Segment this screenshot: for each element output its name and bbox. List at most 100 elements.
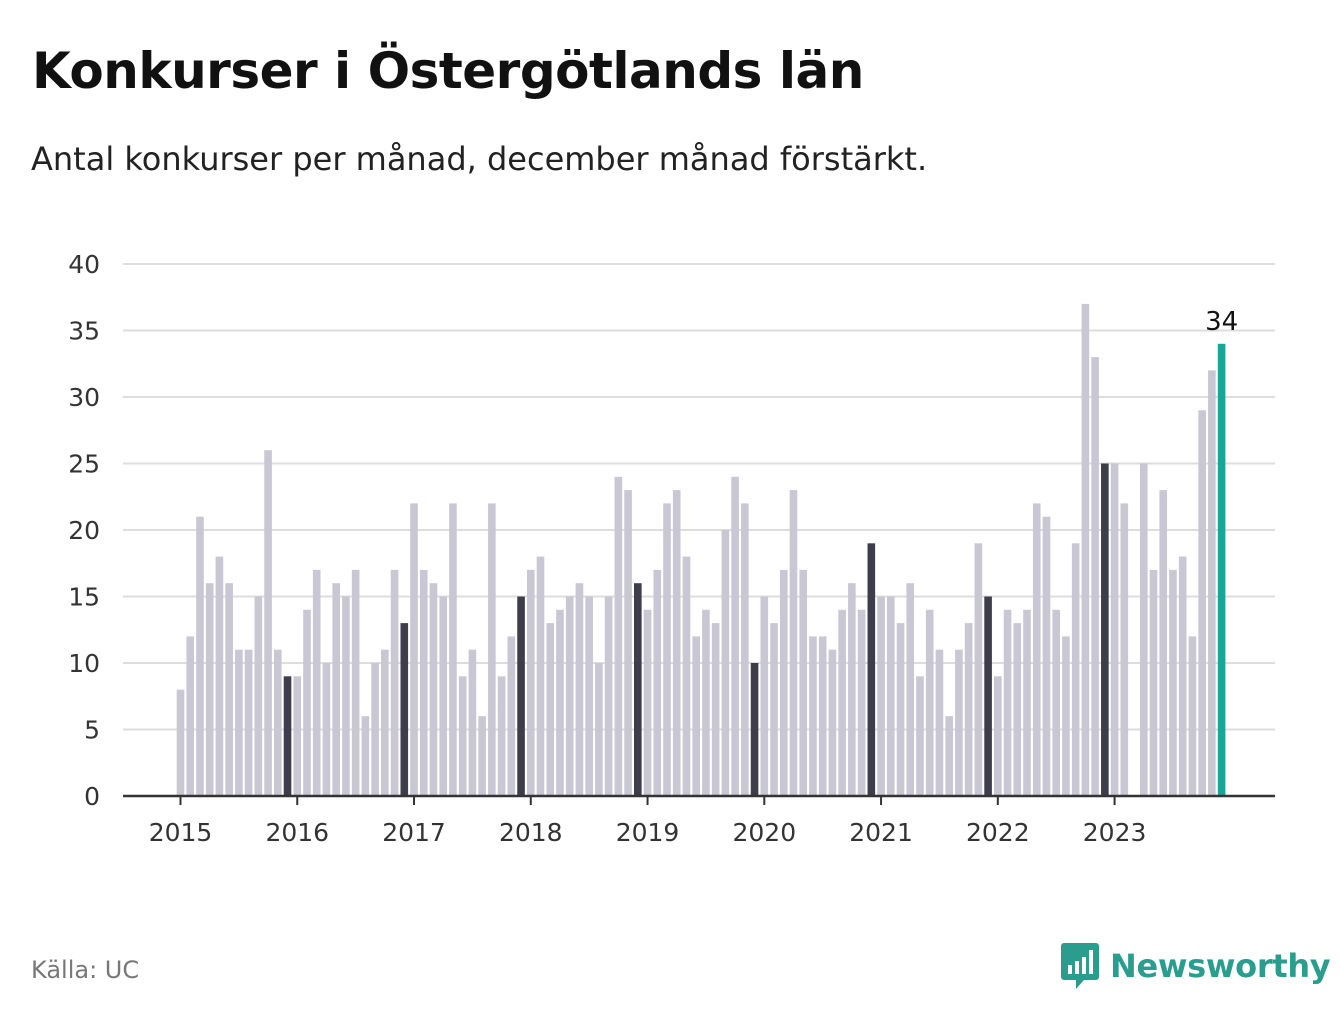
bar (750, 663, 759, 796)
bar (945, 716, 953, 796)
x-tick-label: 2018 (499, 818, 563, 847)
bar (244, 649, 253, 796)
bar (1032, 503, 1041, 796)
bar (536, 556, 545, 796)
bar (215, 556, 224, 796)
y-tick-label: 30 (68, 383, 100, 412)
bar (1217, 343, 1226, 796)
newsworthy-logo: Newsworthy (1060, 940, 1331, 992)
bar (439, 596, 448, 796)
bar (721, 530, 730, 796)
bar (1198, 410, 1206, 796)
y-tick-label: 40 (68, 250, 100, 279)
bar (994, 676, 1002, 796)
bar (731, 476, 739, 796)
bar (1081, 303, 1090, 796)
bar (1149, 569, 1158, 796)
bar (711, 623, 720, 796)
bar (419, 569, 428, 796)
bar (779, 569, 788, 796)
bars (176, 303, 1226, 796)
bar (517, 596, 525, 796)
bar (1023, 609, 1031, 796)
bar (818, 636, 827, 796)
x-tick-label: 2021 (849, 818, 913, 847)
bar (410, 503, 418, 796)
bar (1169, 569, 1177, 796)
bar (896, 623, 905, 796)
bar (682, 556, 691, 796)
bar (702, 609, 710, 796)
bar (351, 569, 360, 796)
bar (235, 649, 243, 796)
bar (1101, 463, 1109, 796)
y-tick-label: 0 (84, 782, 100, 811)
bar (741, 503, 749, 796)
bar (565, 596, 574, 796)
bar (322, 663, 331, 796)
bar (1071, 543, 1080, 796)
bar (361, 716, 370, 796)
x-tick-label: 2022 (966, 818, 1030, 847)
bar (799, 569, 808, 796)
bar (1062, 636, 1070, 796)
bar (848, 583, 856, 796)
bar (828, 649, 837, 796)
bar (303, 609, 311, 796)
bar (886, 596, 895, 796)
bar (488, 503, 496, 796)
x-axis: 2015 2016 2017 2018 2019 2020 2021 2022 2023 (123, 794, 1275, 847)
bar-chart-speech-bubble-icon (1061, 943, 1099, 989)
bar (809, 636, 817, 796)
bar (342, 596, 350, 796)
bar (877, 596, 885, 796)
bar (497, 676, 506, 796)
bar (293, 676, 302, 796)
bar (935, 649, 944, 796)
bar (176, 689, 185, 796)
chart-subtitle: Antal konkurser per månad, december måna… (31, 140, 928, 178)
bar (332, 583, 340, 796)
bar (1159, 490, 1168, 796)
y-tick-label: 10 (68, 649, 100, 678)
x-tick-label: 2023 (1083, 818, 1147, 847)
bar (974, 543, 983, 796)
bar (449, 503, 457, 796)
bar (478, 716, 486, 796)
bar (1042, 516, 1051, 796)
bar (1091, 357, 1099, 796)
bar (1110, 463, 1119, 796)
bar (770, 623, 778, 796)
bar (1013, 623, 1022, 796)
bar (196, 516, 204, 796)
bar (274, 649, 282, 796)
bar (634, 583, 642, 796)
bar (789, 490, 798, 796)
bar (964, 623, 973, 796)
chart-title: Konkurser i Östergötlands län (32, 42, 864, 100)
bar (643, 609, 652, 796)
bar (186, 636, 195, 796)
y-axis-labels: 0 5 10 15 20 25 30 35 40 (68, 250, 100, 811)
bar (653, 569, 662, 796)
bar (225, 583, 233, 796)
x-tick-label: 2016 (265, 818, 329, 847)
latest-value-label: 34 (1205, 307, 1238, 337)
x-tick-label: 2017 (382, 818, 446, 847)
x-tick-label: 2015 (149, 818, 213, 847)
bar-chart: 0 5 10 15 20 25 30 35 40 2015 2016 2017 2018 2019 202… (68, 250, 1275, 847)
bar (585, 596, 593, 796)
brand-name: Newsworthy (1110, 947, 1331, 985)
bar (595, 663, 603, 796)
bar (556, 609, 564, 796)
bar (604, 596, 613, 796)
annotations: 34 (1205, 307, 1238, 337)
bar (575, 583, 584, 796)
y-tick-label: 15 (68, 583, 100, 612)
bar (614, 476, 623, 796)
bar (1208, 370, 1216, 796)
bar (1188, 636, 1197, 796)
bar (624, 490, 632, 796)
bar (916, 676, 924, 796)
y-tick-label: 25 (68, 450, 100, 479)
